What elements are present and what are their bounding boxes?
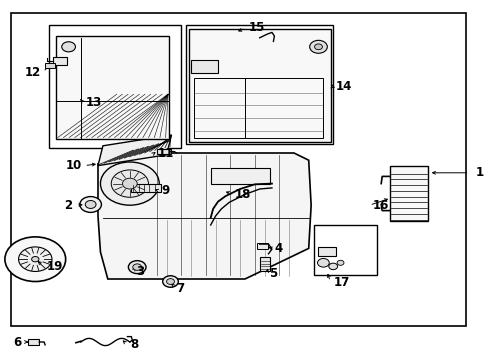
Text: 1: 1 [475,166,484,179]
Circle shape [85,201,96,208]
Circle shape [5,237,66,282]
Text: 2: 2 [64,199,73,212]
Text: 16: 16 [372,199,389,212]
Bar [211,168,270,184]
Circle shape [128,261,146,274]
Bar [28,339,39,345]
Text: 3: 3 [136,265,145,278]
Bar [53,57,67,65]
Text: 17: 17 [333,276,349,289]
Circle shape [329,263,338,270]
Text: 7: 7 [176,282,185,294]
Text: 4: 4 [274,242,283,255]
Polygon shape [98,135,172,166]
Bar [191,60,218,73]
Circle shape [100,162,159,205]
Text: 11: 11 [158,147,174,159]
Bar [194,78,323,138]
Bar [318,247,336,256]
Polygon shape [56,36,169,139]
Bar [157,149,171,154]
Text: 10: 10 [66,159,82,172]
Text: 19: 19 [47,260,63,273]
Text: 8: 8 [130,338,138,351]
Circle shape [133,264,142,270]
Bar [49,25,181,148]
Circle shape [337,260,344,265]
Bar [11,13,466,326]
Circle shape [163,276,178,287]
Bar [257,243,268,249]
Circle shape [19,247,52,271]
Circle shape [62,42,75,52]
Text: 15: 15 [249,21,265,33]
Text: 5: 5 [270,267,278,280]
Text: 9: 9 [162,184,170,197]
Circle shape [167,279,174,284]
Bar [260,257,270,271]
Circle shape [315,44,322,50]
Bar [390,166,428,221]
Circle shape [122,178,137,189]
Text: 13: 13 [86,96,102,109]
Circle shape [318,258,329,267]
Bar [314,225,377,275]
Bar [45,63,55,68]
Text: 12: 12 [24,66,41,78]
Circle shape [310,40,327,53]
Text: 6: 6 [13,336,21,348]
Circle shape [111,170,148,197]
Polygon shape [189,29,331,142]
Bar [131,184,161,192]
Circle shape [80,197,101,212]
Text: 18: 18 [234,188,250,201]
Bar [186,25,333,144]
Polygon shape [98,153,311,279]
Circle shape [32,257,39,262]
Text: 14: 14 [336,80,352,93]
